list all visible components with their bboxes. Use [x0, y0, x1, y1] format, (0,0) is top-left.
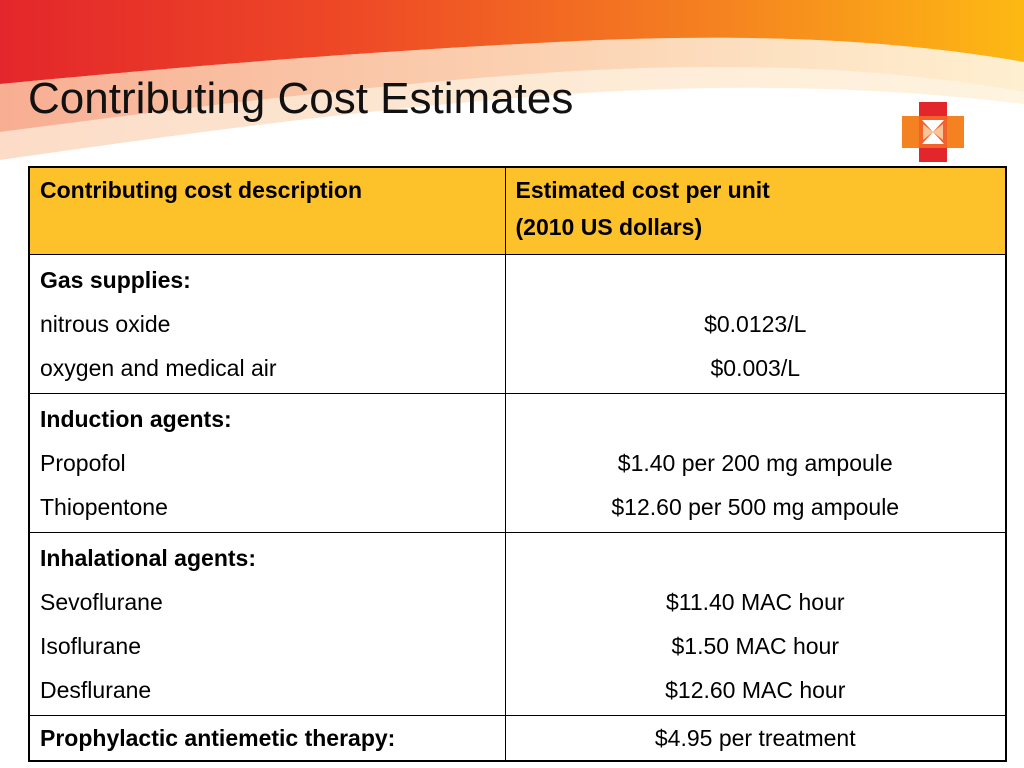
item-cost: $4.95 per treatment	[654, 725, 856, 751]
item-name: Desflurane	[40, 677, 152, 703]
cell-cost: $1.40 per 200 mg ampoule $12.60 per 500 …	[504, 393, 1007, 533]
table-row-antiemetic-therapy: Prophylactic antiemetic therapy: $4.95 p…	[28, 715, 1007, 762]
category-label: Induction agents:	[40, 406, 232, 432]
category-label: Gas supplies:	[40, 267, 191, 293]
item-cost: $1.40 per 200 mg ampoule	[617, 450, 893, 476]
header-description: Contributing cost description	[28, 166, 506, 255]
item-cost: $12.60 per 500 mg ampoule	[611, 494, 900, 520]
table-row-gas-supplies: Gas supplies: nitrous oxide oxygen and m…	[28, 254, 1007, 394]
cell-description: Prophylactic antiemetic therapy:	[28, 715, 506, 762]
spacer	[516, 397, 996, 441]
cross-logo-icon	[902, 102, 964, 162]
header-cost-line1: Estimated cost per unit	[515, 177, 770, 203]
cell-description: Gas supplies: nitrous oxide oxygen and m…	[28, 254, 506, 394]
table-header-row: Contributing cost description Estimated …	[28, 166, 1007, 255]
item-name: Sevoflurane	[40, 589, 163, 615]
cell-cost: $4.95 per treatment	[504, 715, 1007, 762]
item-cost: $11.40 MAC hour	[665, 589, 845, 615]
header-swoosh-decoration	[0, 0, 1024, 160]
cell-cost: $11.40 MAC hour $1.50 MAC hour $12.60 MA…	[504, 532, 1007, 716]
item-name: Thiopentone	[40, 494, 168, 520]
item-cost: $12.60 MAC hour	[665, 677, 846, 703]
table-row-inhalational-agents: Inhalational agents: Sevoflurane Isoflur…	[28, 532, 1007, 716]
cell-description: Induction agents: Propofol Thiopentone	[28, 393, 506, 533]
header-description-label: Contributing cost description	[40, 177, 362, 203]
category-label: Prophylactic antiemetic therapy:	[40, 725, 396, 751]
spacer	[516, 258, 996, 302]
item-cost: $1.50 MAC hour	[671, 633, 839, 659]
item-cost: $0.003/L	[710, 355, 801, 381]
cell-cost: $0.0123/L $0.003/L	[504, 254, 1007, 394]
spacer	[516, 536, 996, 580]
item-name: oxygen and medical air	[40, 355, 277, 381]
cell-description: Inhalational agents: Sevoflurane Isoflur…	[28, 532, 506, 716]
item-name: Isoflurane	[40, 633, 142, 659]
table-row-induction-agents: Induction agents: Propofol Thiopentone $…	[28, 393, 1007, 533]
slide-title: Contributing Cost Estimates	[28, 74, 574, 123]
category-label: Inhalational agents:	[40, 545, 256, 571]
item-cost: $0.0123/L	[704, 311, 807, 337]
item-name: Propofol	[40, 450, 126, 476]
header-cost-line2: (2010 US dollars)	[515, 214, 703, 240]
header-cost: Estimated cost per unit (2010 US dollars…	[504, 166, 1007, 255]
item-name: nitrous oxide	[40, 311, 171, 337]
cost-estimates-table: Contributing cost description Estimated …	[28, 166, 1007, 762]
